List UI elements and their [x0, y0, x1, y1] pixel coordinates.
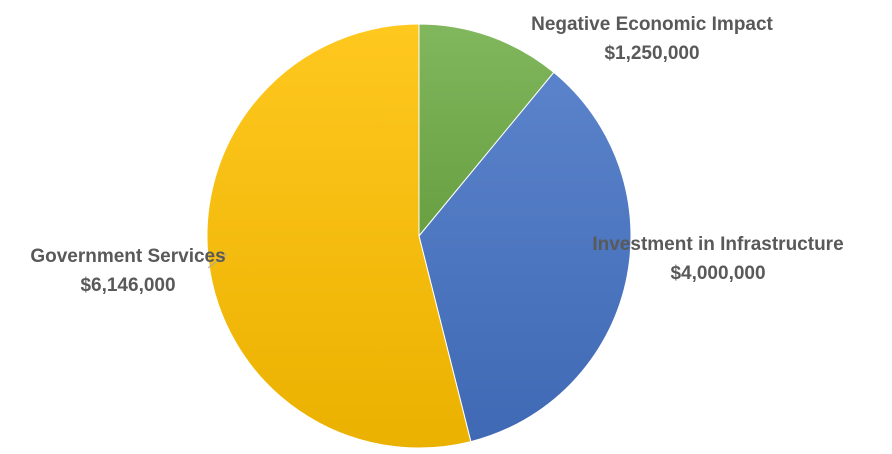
- data-labels: Negative Economic Impact $1,250,000 Invest…: [30, 14, 843, 296]
- slice-label-negative-economic-impact: Negative Economic Impact: [531, 14, 773, 35]
- pie-slice-investment-in-infrastructure: [418, 71, 632, 443]
- slice-value-label-investment-in-infrastructure: $4,000,000: [670, 263, 765, 284]
- leader-line-government-services: [207, 253, 228, 269]
- slice-value-label-government-services: $6,146,000: [80, 275, 175, 296]
- slices-layer: [206, 23, 632, 449]
- slice-label-government-services: Government Services: [30, 246, 225, 267]
- pie-slice-negative-economic-impact: [418, 23, 555, 238]
- leader-lines: [207, 253, 228, 269]
- pie-slice-government-services: [206, 23, 472, 449]
- slice-value-label-negative-economic-impact: $1,250,000: [604, 43, 699, 64]
- slice-label-investment-in-infrastructure: Investment in Infrastructure: [592, 234, 843, 255]
